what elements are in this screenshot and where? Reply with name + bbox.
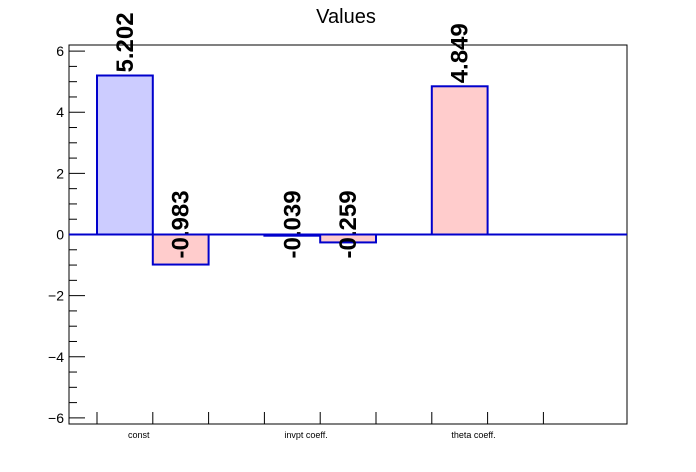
bar-value-label: -0.983	[168, 190, 195, 258]
bar-value-label: 4.849	[447, 23, 474, 83]
y-tick-label: −2	[48, 288, 64, 304]
y-tick-label: −4	[48, 349, 64, 365]
x-category-label: const	[128, 430, 150, 440]
bar-value-label: -0.039	[279, 190, 306, 258]
bar	[96, 74, 154, 236]
x-category-label: invpt coeff.	[284, 430, 327, 440]
y-tick-label: −6	[48, 410, 64, 426]
y-tick-label: 2	[56, 165, 64, 181]
y-tick-label: 0	[56, 227, 64, 243]
plot-area: −6 −4 −2 0 2 4 6 5.202 -0.983 -0.039 -0.259 4.849 co…	[48, 12, 628, 440]
bar	[430, 85, 489, 236]
y-tick-label: 6	[56, 43, 64, 59]
bar-value-label: -0.259	[335, 190, 362, 258]
bar-value-label: 5.202	[112, 12, 139, 72]
x-category-label: theta coeff.	[451, 430, 495, 440]
y-tick-label: 4	[56, 104, 64, 120]
chart-title: Values	[316, 6, 376, 28]
